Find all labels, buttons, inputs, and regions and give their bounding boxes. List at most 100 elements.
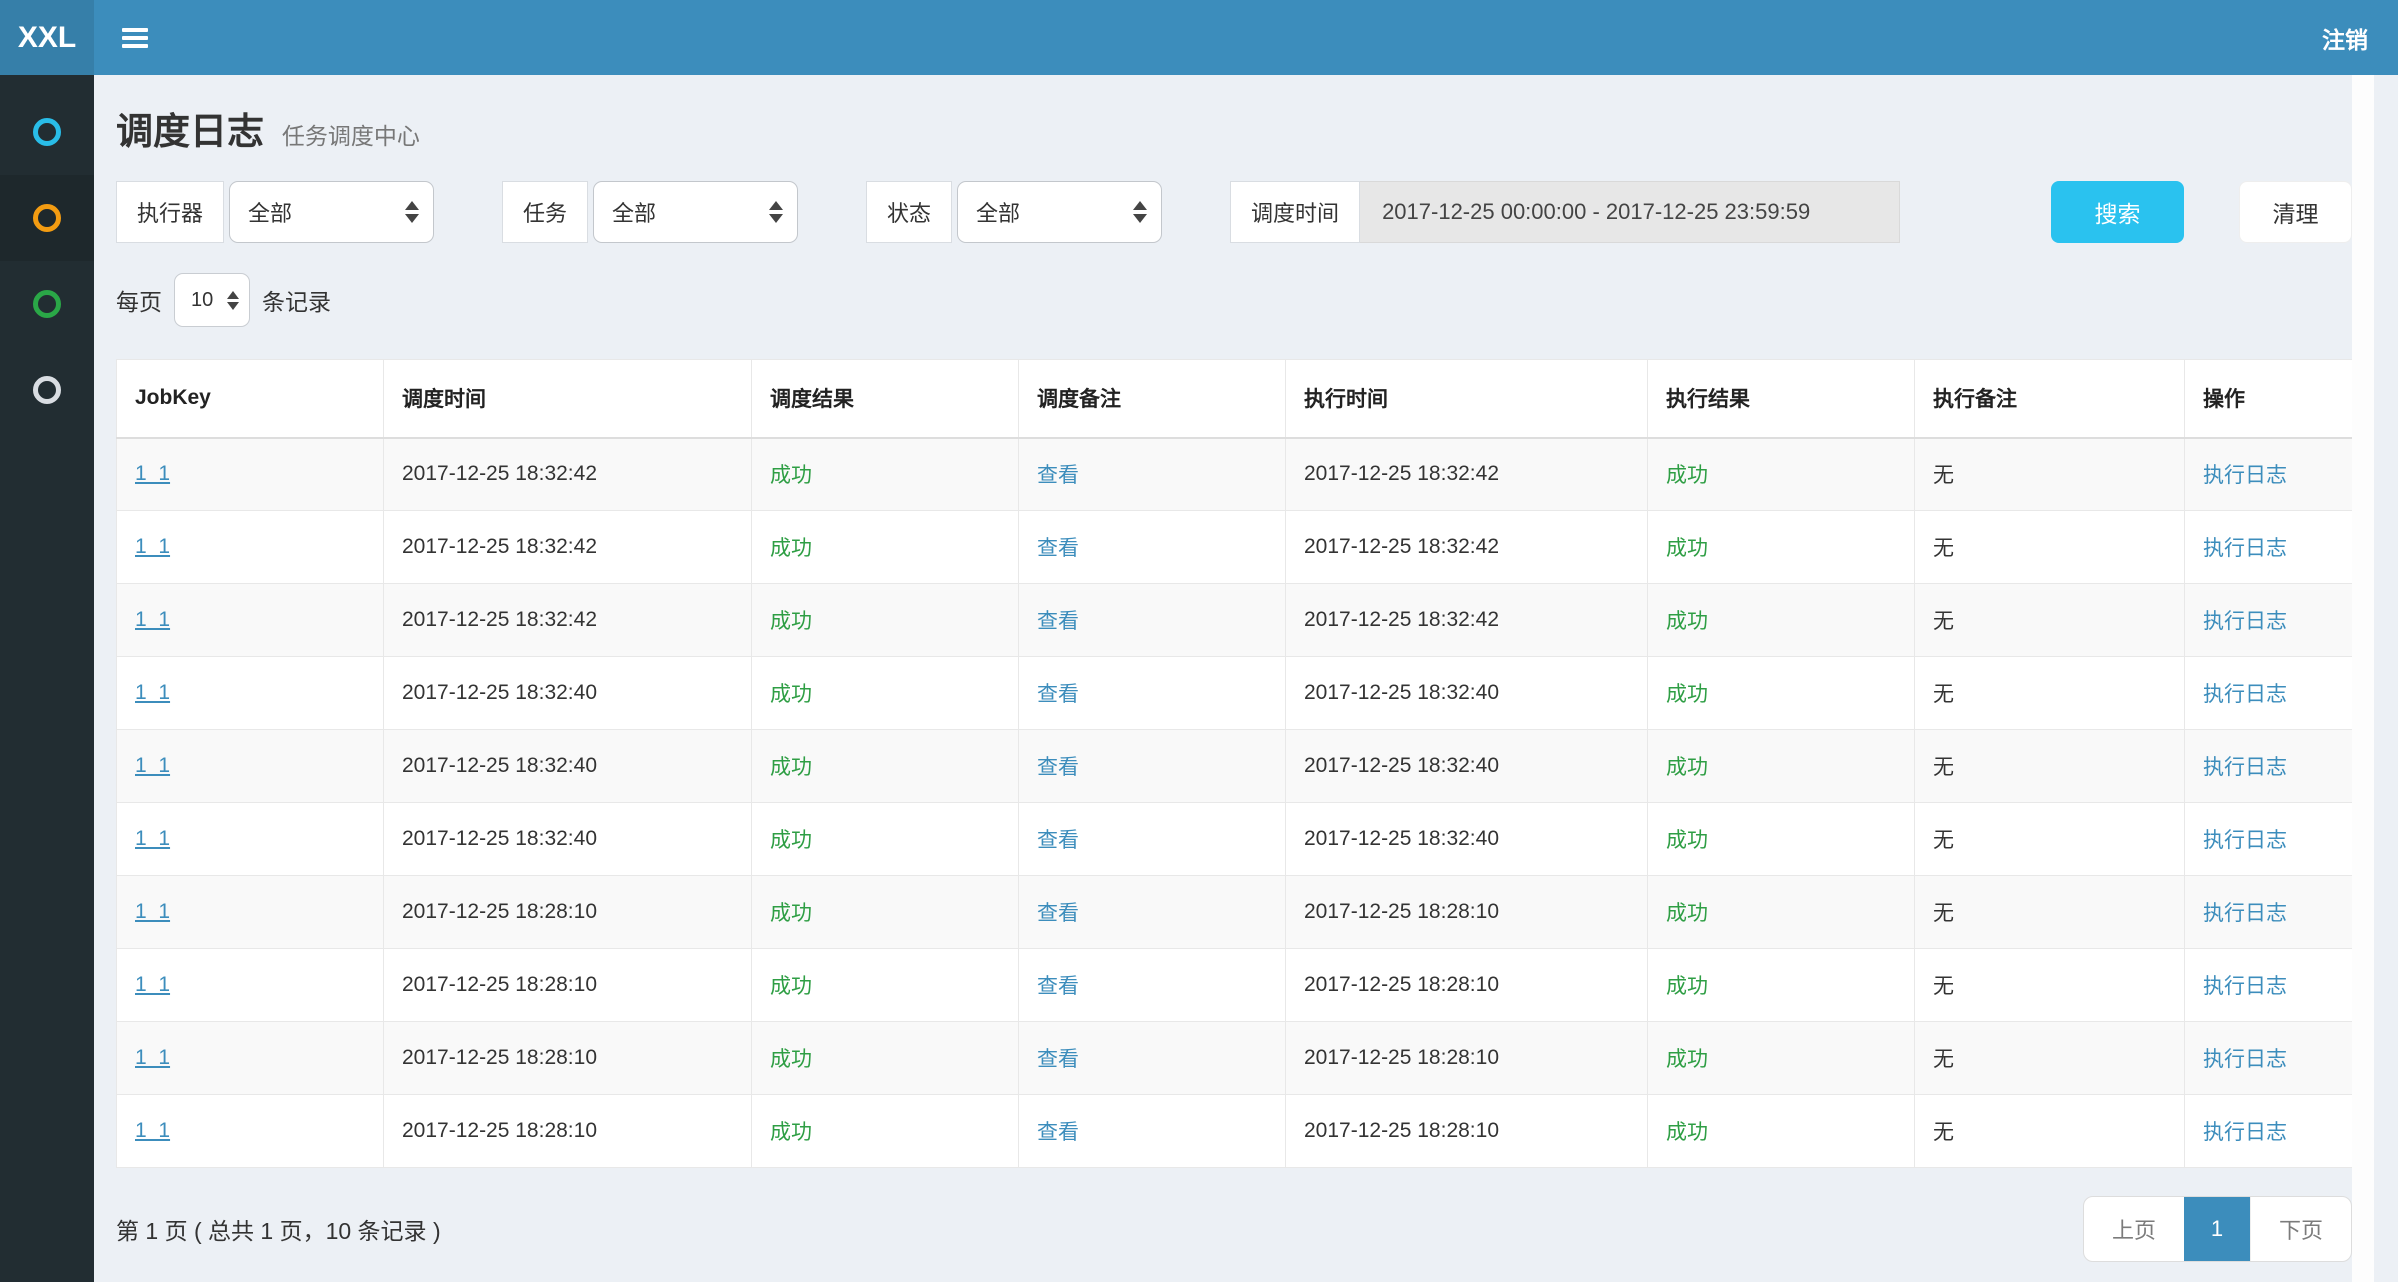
top-navbar: 注销 bbox=[94, 0, 2398, 75]
jobkey-link[interactable]: 1_1 bbox=[135, 608, 171, 631]
trigger-msg-view-link[interactable]: 查看 bbox=[1037, 829, 1079, 852]
trigger-msg-view-link[interactable]: 查看 bbox=[1037, 1048, 1079, 1071]
trigger-time-value: 2017-12-25 18:32:40 bbox=[402, 754, 597, 777]
trigger-msg-view-link[interactable]: 查看 bbox=[1037, 537, 1079, 560]
page-header: 调度日志 任务调度中心 bbox=[116, 101, 2352, 155]
trigger-msg-view-link[interactable]: 查看 bbox=[1037, 683, 1079, 706]
execution-log-link[interactable]: 执行日志 bbox=[2203, 975, 2287, 998]
trigger-time-filter-group: 调度时间 2017-12-25 00:00:00 - 2017-12-25 23… bbox=[1230, 181, 1901, 243]
handle-time-value: 2017-12-25 18:32:40 bbox=[1304, 681, 1499, 704]
jobkey-link[interactable]: 1_1 bbox=[135, 754, 171, 777]
handle-result-value: 成功 bbox=[1666, 975, 1708, 998]
handle-time-value: 2017-12-25 18:28:10 bbox=[1304, 1119, 1499, 1142]
job-select[interactable]: 全部 bbox=[593, 181, 799, 243]
jobkey-link[interactable]: 1_1 bbox=[135, 462, 171, 486]
handle-result-value: 成功 bbox=[1666, 464, 1708, 488]
page-size-select[interactable]: 10 bbox=[174, 273, 250, 327]
content-scrollbar-track[interactable] bbox=[2352, 75, 2374, 1282]
handle-time-value: 2017-12-25 18:32:40 bbox=[1304, 827, 1499, 850]
log-table: JobKey 调度时间 调度结果 调度备注 执行时间 执行结果 执行备注 操作 … bbox=[116, 359, 2353, 1168]
execution-log-link[interactable]: 执行日志 bbox=[2203, 902, 2287, 925]
execution-log-link[interactable]: 执行日志 bbox=[2203, 610, 2287, 633]
sidebar-toggle-hamburger-icon[interactable] bbox=[122, 24, 148, 52]
trigger-msg-view-link[interactable]: 查看 bbox=[1037, 464, 1079, 488]
column-header-action: 操作 bbox=[2184, 359, 2353, 439]
execution-log-link[interactable]: 执行日志 bbox=[2203, 537, 2287, 560]
select-arrows-icon bbox=[227, 290, 239, 310]
handle-msg-value: 无 bbox=[1933, 829, 1954, 852]
trigger-result-value: 成功 bbox=[770, 756, 812, 779]
job-filter-group: 任务 全部 bbox=[502, 181, 799, 243]
execution-log-link[interactable]: 执行日志 bbox=[2203, 829, 2287, 852]
jobkey-link[interactable]: 1_1 bbox=[135, 900, 171, 923]
handle-time-value: 2017-12-25 18:32:40 bbox=[1304, 754, 1499, 777]
table-row: 1_1 2017-12-25 18:32:40 成功 查看 2017-12-25… bbox=[116, 729, 2353, 803]
sidebar-item-3[interactable] bbox=[0, 261, 94, 347]
trigger-time-range-input[interactable]: 2017-12-25 00:00:00 - 2017-12-25 23:59:5… bbox=[1360, 181, 1901, 243]
jobkey-link[interactable]: 1_1 bbox=[135, 1046, 171, 1069]
trigger-time-value: 2017-12-25 18:28:10 bbox=[402, 1119, 597, 1142]
execution-log-link[interactable]: 执行日志 bbox=[2203, 756, 2287, 779]
handle-msg-value: 无 bbox=[1933, 1121, 1954, 1144]
status-select[interactable]: 全部 bbox=[957, 181, 1163, 243]
status-filter-label: 状态 bbox=[866, 181, 953, 243]
handle-time-value: 2017-12-25 18:32:42 bbox=[1304, 535, 1499, 558]
trigger-msg-view-link[interactable]: 查看 bbox=[1037, 902, 1079, 925]
execution-log-link[interactable]: 执行日志 bbox=[2203, 1121, 2287, 1144]
trigger-result-value: 成功 bbox=[770, 610, 812, 633]
logout-link[interactable]: 注销 bbox=[2322, 26, 2368, 53]
handle-time-value: 2017-12-25 18:28:10 bbox=[1304, 973, 1499, 996]
jobkey-link[interactable]: 1_1 bbox=[135, 1119, 171, 1142]
jobkey-link[interactable]: 1_1 bbox=[135, 535, 171, 558]
sidebar-item-2-active[interactable] bbox=[0, 175, 94, 261]
search-button[interactable]: 搜索 bbox=[2051, 181, 2184, 243]
page-subtitle: 任务调度中心 bbox=[281, 123, 420, 149]
sidebar-item-1[interactable] bbox=[0, 89, 94, 175]
select-arrows-icon bbox=[769, 201, 784, 223]
handle-result-value: 成功 bbox=[1666, 1121, 1708, 1144]
handle-msg-value: 无 bbox=[1933, 537, 1954, 560]
status-filter-group: 状态 全部 bbox=[866, 181, 1163, 243]
column-header-trigger-time: 调度时间 bbox=[383, 359, 752, 439]
trigger-time-value: 2017-12-25 18:28:10 bbox=[402, 973, 597, 996]
table-row: 1_1 2017-12-25 18:32:42 成功 查看 2017-12-25… bbox=[116, 583, 2353, 657]
executor-select[interactable]: 全部 bbox=[229, 181, 435, 243]
trigger-msg-view-link[interactable]: 查看 bbox=[1037, 610, 1079, 633]
table-row: 1_1 2017-12-25 18:28:10 成功 查看 2017-12-25… bbox=[116, 1021, 2353, 1095]
content-area: 调度日志 任务调度中心 执行器 全部 任务 全部 状态 bbox=[94, 75, 2398, 1282]
trigger-msg-view-link[interactable]: 查看 bbox=[1037, 756, 1079, 779]
trigger-time-value: 2017-12-25 18:32:42 bbox=[402, 535, 597, 558]
trigger-result-value: 成功 bbox=[770, 683, 812, 706]
handle-msg-value: 无 bbox=[1933, 464, 1954, 488]
execution-log-link[interactable]: 执行日志 bbox=[2203, 464, 2287, 488]
next-page-button[interactable]: 下页 bbox=[2249, 1197, 2351, 1261]
column-header-handle-result: 执行结果 bbox=[1647, 359, 1915, 439]
jobkey-link[interactable]: 1_1 bbox=[135, 973, 171, 996]
trigger-result-value: 成功 bbox=[770, 537, 812, 560]
execution-log-link[interactable]: 执行日志 bbox=[2203, 1048, 2287, 1071]
sidebar-nav bbox=[0, 75, 94, 1282]
trigger-msg-view-link[interactable]: 查看 bbox=[1037, 1121, 1079, 1144]
prev-page-button[interactable]: 上页 bbox=[2111, 1218, 2156, 1243]
column-header-trigger-result: 调度结果 bbox=[751, 359, 1019, 439]
current-page-button[interactable]: 1 bbox=[2183, 1197, 2250, 1261]
circle-outline-icon bbox=[33, 118, 61, 146]
handle-result-value: 成功 bbox=[1666, 902, 1708, 925]
trigger-time-value: 2017-12-25 18:32:40 bbox=[402, 827, 597, 850]
table-row: 1_1 2017-12-25 18:28:10 成功 查看 2017-12-25… bbox=[116, 875, 2353, 949]
sidebar-item-4[interactable] bbox=[0, 347, 94, 433]
table-footer: 第 1 页 ( 总共 1 页，10 条记录 ) 上页 1 下页 bbox=[116, 1196, 2352, 1262]
trigger-msg-view-link[interactable]: 查看 bbox=[1037, 975, 1079, 998]
handle-result-value: 成功 bbox=[1666, 683, 1708, 706]
clean-button[interactable]: 清理 bbox=[2239, 181, 2352, 243]
jobkey-link[interactable]: 1_1 bbox=[135, 827, 171, 850]
pagination: 上页 1 下页 bbox=[2082, 1196, 2352, 1262]
jobkey-link[interactable]: 1_1 bbox=[135, 681, 171, 704]
table-row: 1_1 2017-12-25 18:32:42 成功 查看 2017-12-25… bbox=[116, 510, 2353, 584]
execution-log-link[interactable]: 执行日志 bbox=[2203, 683, 2287, 706]
app-logo[interactable]: XXL bbox=[0, 0, 94, 75]
trigger-time-value: 2017-12-25 18:28:10 bbox=[402, 1046, 597, 1069]
handle-msg-value: 无 bbox=[1933, 1048, 1954, 1071]
table-row: 1_1 2017-12-25 18:28:10 成功 查看 2017-12-25… bbox=[116, 1094, 2353, 1168]
handle-result-value: 成功 bbox=[1666, 756, 1708, 779]
